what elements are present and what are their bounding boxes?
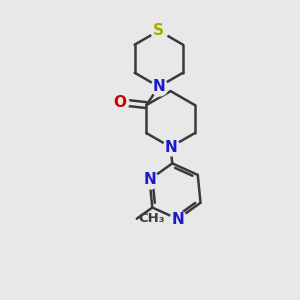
Text: N: N — [152, 79, 165, 94]
Text: O: O — [113, 95, 126, 110]
Text: N: N — [164, 140, 177, 154]
Text: S: S — [153, 23, 164, 38]
Text: N: N — [143, 172, 156, 187]
Text: N: N — [171, 212, 184, 226]
Text: CH₃: CH₃ — [138, 212, 165, 225]
